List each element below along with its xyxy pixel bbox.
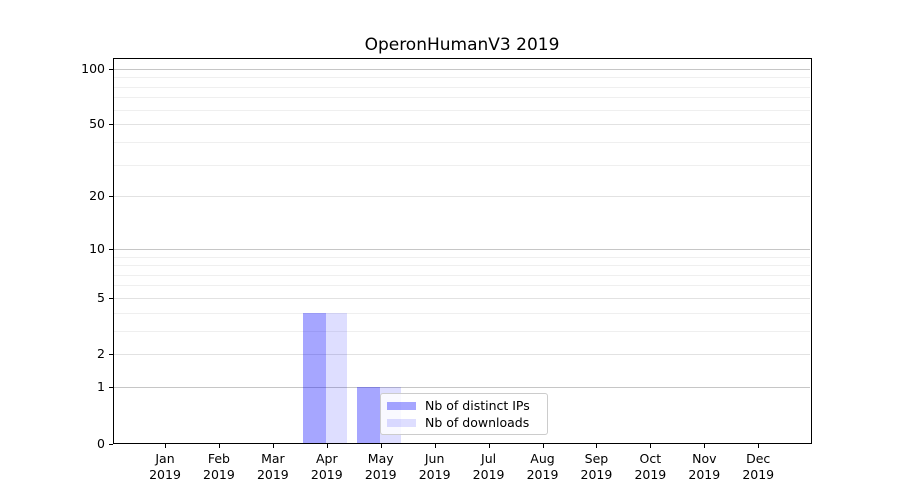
y-tick-1 (109, 387, 113, 388)
legend-item-downloads: Nb of downloads (387, 416, 547, 429)
y-tick-label-5: 5 (97, 290, 105, 305)
legend-label: Nb of downloads (425, 415, 530, 430)
x-tick-label-aug-2019: Aug 2019 (526, 451, 559, 482)
downloads-swatch (387, 418, 416, 427)
legend-label: Nb of distinct IPs (425, 398, 530, 413)
gridline-y-80 (114, 87, 810, 88)
x-tick-label-may-2019: May 2019 (364, 451, 397, 482)
gridline-y-70 (114, 97, 810, 98)
x-tick-label-sep-2019: Sep 2019 (580, 451, 613, 482)
gridline-y-30 (114, 165, 810, 166)
x-tick-2 (273, 444, 274, 448)
gridline-y-3 (114, 331, 810, 332)
gridline-y-50 (114, 124, 810, 125)
distinct-ips-swatch (387, 401, 416, 410)
gridline-y-5 (114, 298, 810, 299)
y-tick-label-2: 2 (97, 346, 105, 361)
x-tick-10 (704, 444, 705, 448)
x-tick-label-nov-2019: Nov 2019 (688, 451, 721, 482)
x-tick-label-jan-2019: Jan 2019 (149, 451, 181, 482)
x-tick-7 (543, 444, 544, 448)
legend-item-distinct-ips: Nb of distinct IPs (387, 399, 547, 412)
x-tick-label-jun-2019: Jun 2019 (418, 451, 451, 482)
gridline-y-8 (114, 265, 810, 266)
y-tick-label-20: 20 (89, 188, 105, 203)
y-tick-20 (109, 196, 113, 197)
y-tick-label-100: 100 (81, 61, 105, 76)
chart-title: OperonHumanV3 2019 (364, 35, 560, 55)
x-tick-0 (165, 444, 166, 448)
y-tick-5 (109, 298, 113, 299)
x-tick-3 (327, 444, 328, 448)
gridline-y-7 (114, 275, 810, 276)
gridline-y-9 (114, 257, 810, 258)
x-tick-6 (489, 444, 490, 448)
x-tick-label-jul-2019: Jul 2019 (472, 451, 505, 482)
legend: Nb of distinct IPs Nb of downloads (380, 393, 548, 435)
y-tick-100 (109, 69, 113, 70)
gridline-y-90 (114, 77, 810, 78)
x-tick-label-feb-2019: Feb 2019 (203, 451, 235, 482)
x-tick-label-oct-2019: Oct 2019 (634, 451, 667, 482)
gridline-y-10 (114, 249, 810, 250)
x-tick-label-mar-2019: Mar 2019 (256, 451, 289, 482)
y-tick-label-10: 10 (89, 241, 105, 256)
gridline-y-60 (114, 110, 810, 111)
y-tick-0 (109, 444, 113, 445)
x-tick-label-dec-2019: Dec 2019 (742, 451, 775, 482)
bar-apr-2019-downloads (326, 312, 348, 443)
x-tick-8 (596, 444, 597, 448)
gridline-y-4 (114, 313, 810, 314)
y-tick-50 (109, 124, 113, 125)
y-tick-2 (109, 354, 113, 355)
y-tick-label-50: 50 (89, 116, 105, 131)
x-tick-label-apr-2019: Apr 2019 (310, 451, 343, 482)
gridline-y-20 (114, 196, 810, 197)
gridline-y-100 (114, 69, 810, 70)
y-tick-label-1: 1 (97, 379, 105, 394)
bar-apr-2019-distinct-ips (303, 312, 327, 443)
gridline-y-1 (114, 387, 810, 388)
x-tick-4 (381, 444, 382, 448)
gridline-y-40 (114, 142, 810, 143)
x-tick-5 (435, 444, 436, 448)
y-tick-10 (109, 249, 113, 250)
bar-may-2019-distinct-ips (357, 387, 381, 443)
gridline-y-6 (114, 285, 810, 286)
x-tick-11 (758, 444, 759, 448)
x-tick-1 (219, 444, 220, 448)
gridline-y-2 (114, 354, 810, 355)
y-tick-label-0: 0 (97, 436, 105, 451)
x-tick-9 (650, 444, 651, 448)
